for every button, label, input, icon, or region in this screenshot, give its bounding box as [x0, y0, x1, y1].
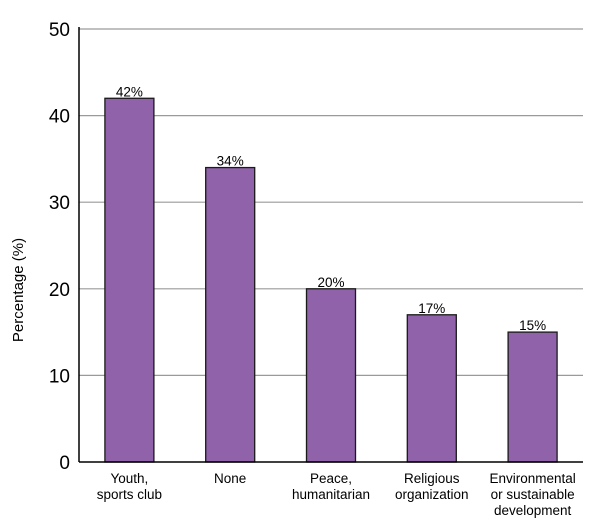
bar-value-label: 42% [116, 84, 143, 99]
x-category-label-line: organization [395, 487, 469, 502]
x-category-label: Peace, humanitarian [292, 471, 370, 502]
x-category-label: Environmental or sustainable development [489, 471, 575, 518]
y-tick-label: 40 [49, 107, 70, 128]
bar [104, 97, 155, 463]
x-category-label-line: development [494, 503, 572, 518]
y-tick-label: 0 [59, 453, 70, 474]
labels: 0 10 20 30 40 50 42% Youth, sports club 34% None 20… [49, 20, 576, 518]
bar [205, 166, 256, 463]
x-category-label-line: Youth, [111, 471, 149, 486]
x-category-label: None [214, 471, 246, 486]
bar-value-label: 20% [317, 275, 344, 290]
x-category-label-line: Peace, [310, 471, 352, 486]
x-category-label-line: None [214, 471, 246, 486]
bars [104, 97, 558, 463]
bar [507, 331, 558, 463]
gridlines [79, 28, 583, 376]
x-category-label-line: humanitarian [292, 487, 370, 502]
bar-value-label: 15% [519, 318, 546, 333]
x-category-label: Religious organization [395, 471, 469, 502]
x-category-label-line: Environmental [489, 471, 575, 486]
y-axis-title: Percentage (%) [10, 238, 27, 342]
y-tick-label: 30 [49, 193, 70, 214]
x-category-label: Youth, sports club [97, 471, 162, 502]
x-category-label-line: or sustainable [491, 487, 575, 502]
x-category-label-line: Religious [404, 471, 460, 486]
y-tick-label: 20 [49, 280, 70, 301]
bar-value-label: 34% [217, 154, 244, 169]
x-category-label-line: sports club [97, 487, 162, 502]
y-tick-label: 10 [49, 366, 70, 387]
y-tick-label: 50 [49, 20, 70, 41]
bar [305, 288, 357, 463]
axes [78, 27, 583, 463]
bar-value-label: 17% [418, 301, 445, 316]
bar [406, 314, 457, 463]
